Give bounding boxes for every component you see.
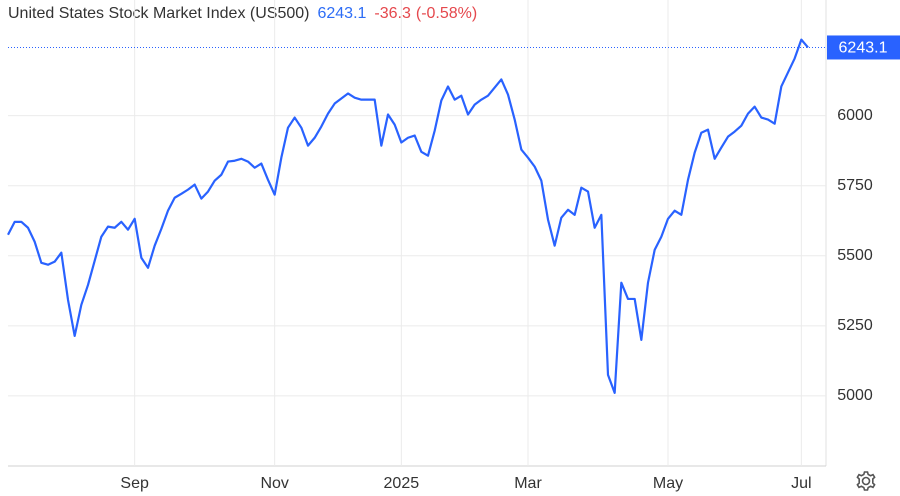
y-tick-label: 5750 [837,177,873,194]
x-tick-label: May [653,475,683,492]
x-tick-label: Mar [514,475,542,492]
change-percent: (-0.58%) [416,5,477,22]
y-tick-label: 5500 [837,247,873,264]
settings-icon[interactable] [856,471,876,491]
last-value-badge [827,35,900,60]
chart-title: United States Stock Market Index (US500) [8,5,309,22]
y-tick-label: 5250 [837,317,873,334]
last-value: 6243.1 [317,5,366,22]
x-tick-label: Nov [260,475,288,492]
x-tick-label: 2025 [384,475,420,492]
x-tick-label: Jul [791,475,811,492]
y-tick-label: 5000 [837,387,873,404]
series-line [7,38,809,394]
change: -36.3 [374,5,411,22]
x-tick-label: Sep [120,475,149,492]
y-tick-label: 6000 [837,107,873,124]
last-value-label: 6243.1 [839,40,888,57]
